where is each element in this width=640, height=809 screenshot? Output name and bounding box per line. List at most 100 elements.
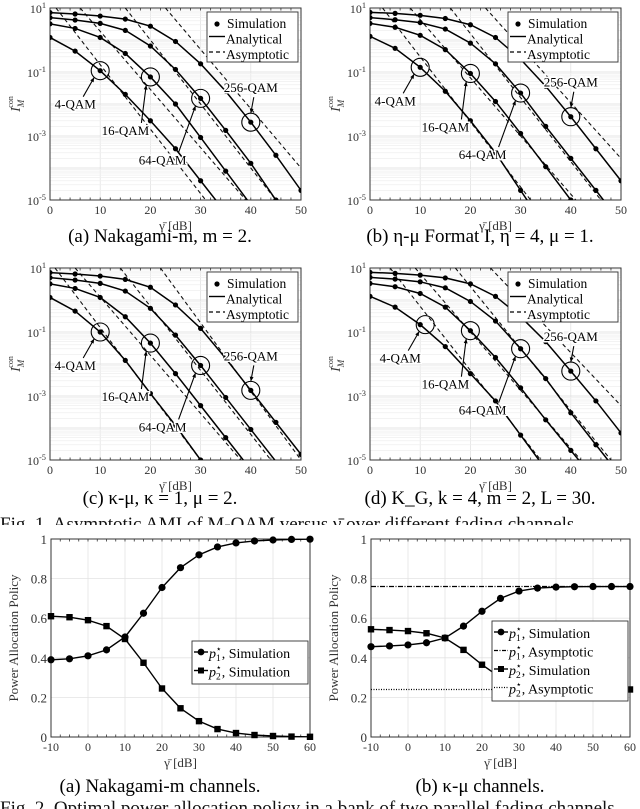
chart-panel-a1: 0 10 20 30 40 50 10-5 10-3 10-1 101 γ̄ [dB] IMcon 4-… — [0, 0, 320, 240]
simulation-point — [122, 50, 128, 57]
simulation-point — [593, 442, 599, 448]
axes-frame — [49, 7, 302, 201]
tick-label: 1 — [41, 532, 48, 547]
simulation-point — [392, 270, 398, 276]
simulation-point — [172, 302, 179, 308]
tick-labels: 0 10 20 30 40 50 10-5 10-3 10-1 101 — [347, 1, 627, 217]
arrow-head — [192, 105, 196, 111]
arrow — [498, 100, 517, 148]
subcaption-b2: (b) κ-μ channels. — [415, 776, 545, 797]
tick-label: 10-1 — [347, 65, 366, 80]
annotation-label: 256-QAM — [544, 329, 599, 344]
simulation-point — [72, 271, 78, 277]
simulation-point — [273, 419, 279, 425]
arrow-head — [90, 338, 95, 344]
tick-label: 50 — [615, 463, 627, 477]
square-marker — [269, 732, 277, 740]
asymptotic-line — [124, 8, 277, 200]
simulation-point — [568, 197, 574, 200]
simulation-point — [543, 375, 549, 382]
simulation-point — [370, 274, 373, 280]
simulation-point — [442, 304, 448, 310]
simulation-point — [97, 13, 103, 19]
tick-label: 20 — [464, 463, 476, 477]
simulation-point — [72, 11, 78, 17]
simulation-point — [248, 387, 254, 393]
simulation-point — [198, 95, 204, 101]
highlight-circle — [191, 355, 211, 376]
simulation-point — [273, 197, 279, 200]
chart-panel-d1: 0 10 20 30 40 50 10-5 10-3 10-1 101 γ̄ [dB] IMcon 4-… — [320, 260, 640, 500]
simulation-point — [50, 275, 53, 281]
tick-label: 50 — [295, 463, 307, 477]
tick-marks — [369, 268, 622, 460]
y-axis-label: Power Allocation Policy — [326, 574, 341, 702]
simulation-point — [172, 422, 179, 429]
simulation-point — [467, 298, 473, 305]
simulation-point — [122, 27, 128, 33]
square-marker — [177, 705, 184, 712]
simulation-point — [518, 346, 524, 352]
legend-entry: Asymptotic — [527, 307, 590, 322]
circle-marker — [459, 622, 468, 630]
tick-label: 30 — [195, 203, 207, 217]
simulation-point — [370, 9, 373, 15]
tick-label: 40 — [245, 463, 257, 477]
simulation-point — [518, 187, 524, 193]
figure1-caption: Fig. 1. Asymptotic AMI of M-QAM versus γ… — [0, 514, 580, 525]
square-marker — [66, 614, 73, 621]
simulation-point — [122, 288, 128, 294]
legend-label: p2⋆, Simulation — [508, 662, 590, 681]
simulation-point — [467, 328, 473, 334]
tick-label: 30 — [515, 463, 527, 477]
simulation-point — [543, 164, 549, 170]
series-64-qam — [50, 8, 279, 200]
tick-label: 0.6 — [351, 611, 368, 626]
simulation-point — [492, 318, 499, 324]
series-256-qam — [50, 268, 301, 460]
arrow-head — [415, 331, 420, 337]
simulation-point — [492, 98, 499, 105]
legend-entry: Asymptotic — [226, 307, 289, 322]
tick-label: 101 — [350, 1, 366, 16]
tick-labels: 0 10 20 30 40 50 10-5 10-3 10-1 101 — [27, 1, 307, 217]
simulation-point — [223, 435, 229, 441]
tick-label: 50 — [587, 740, 599, 754]
tick-label: 50 — [615, 203, 627, 217]
x-axis-label: γ̄ [dB] — [478, 218, 512, 233]
simulation-point — [442, 15, 448, 22]
highlight-circle — [191, 88, 211, 108]
simulation-point — [97, 329, 103, 335]
simulation-point — [50, 269, 53, 276]
annotations: 4-QAM 16-QAM 64-QAM 256-QAM — [53, 61, 280, 169]
simulation-point — [97, 294, 103, 301]
annotation-label: 16-QAM — [422, 119, 470, 134]
simulation-point — [50, 294, 53, 301]
simulation-point — [417, 19, 423, 26]
simulation-point — [442, 88, 448, 94]
square-marker — [367, 626, 375, 633]
arrow — [460, 81, 467, 120]
simulation-point — [172, 371, 179, 377]
circle-marker — [367, 643, 375, 651]
highlight-circle — [460, 321, 480, 341]
simulation-point — [543, 417, 549, 423]
tick-marks — [49, 8, 302, 200]
arrow-head — [192, 372, 196, 378]
arrow — [178, 105, 197, 153]
tick-label: -10 — [43, 740, 59, 754]
x-axis-label: γ̄ [dB] — [158, 478, 192, 493]
square-marker — [84, 616, 92, 624]
tick-label: 0 — [361, 730, 368, 745]
simulation-point — [198, 362, 204, 369]
circle-marker — [496, 594, 505, 602]
simulation-point — [50, 34, 53, 41]
square-marker — [214, 725, 221, 733]
series-64-qam — [370, 268, 612, 460]
simulation-point — [370, 33, 373, 39]
annotation-label: 64-QAM — [459, 403, 507, 418]
annotations: 4-QAM 16-QAM 64-QAM 256-QAM — [53, 322, 280, 436]
simulation-point — [223, 127, 229, 133]
